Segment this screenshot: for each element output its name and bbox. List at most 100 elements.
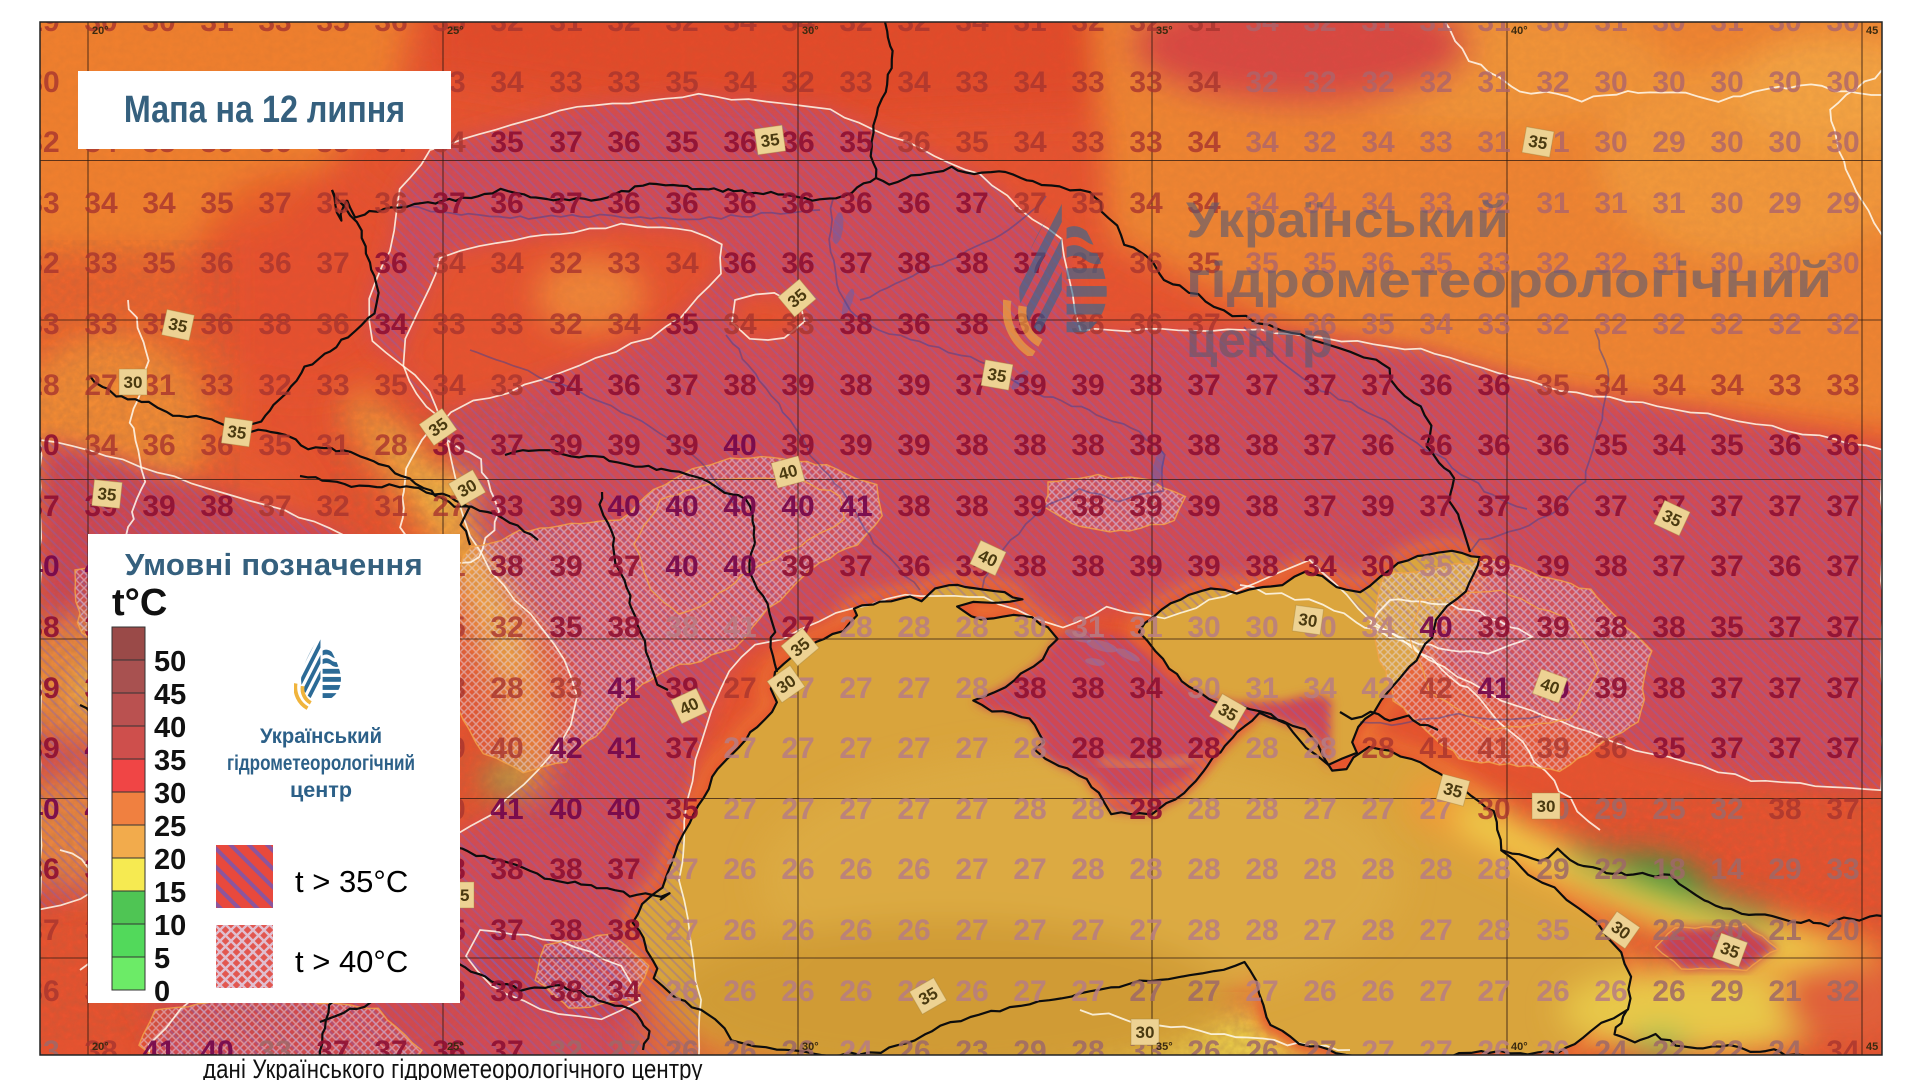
svg-text:31: 31 xyxy=(316,429,349,462)
svg-text:37: 37 xyxy=(1768,672,1801,705)
svg-text:32: 32 xyxy=(1071,5,1104,38)
svg-text:31: 31 xyxy=(549,5,582,38)
svg-text:37: 37 xyxy=(1594,490,1627,523)
svg-text:26: 26 xyxy=(781,975,814,1008)
svg-text:35: 35 xyxy=(1419,247,1452,280)
svg-text:32: 32 xyxy=(1419,66,1452,99)
svg-text:26: 26 xyxy=(1536,1035,1569,1068)
svg-text:32: 32 xyxy=(258,369,291,402)
svg-text:30: 30 xyxy=(26,429,59,462)
svg-text:31: 31 xyxy=(1245,672,1278,705)
svg-text:34: 34 xyxy=(1419,308,1453,341)
svg-text:33: 33 xyxy=(26,308,59,341)
svg-text:41: 41 xyxy=(607,732,640,765)
svg-text:38: 38 xyxy=(258,308,291,341)
svg-text:36: 36 xyxy=(1361,247,1394,280)
svg-text:31: 31 xyxy=(1477,126,1510,159)
svg-text:32: 32 xyxy=(1710,308,1743,341)
svg-text:27: 27 xyxy=(1129,975,1162,1008)
svg-text:27: 27 xyxy=(723,672,756,705)
svg-text:33: 33 xyxy=(955,66,988,99)
svg-text:36: 36 xyxy=(1536,490,1569,523)
svg-text:37: 37 xyxy=(1013,187,1046,220)
svg-text:25: 25 xyxy=(1652,793,1685,826)
svg-text:32: 32 xyxy=(1477,187,1510,220)
svg-text:38: 38 xyxy=(1071,672,1104,705)
svg-text:34: 34 xyxy=(607,975,641,1008)
svg-text:35: 35 xyxy=(374,369,407,402)
svg-text:34: 34 xyxy=(1361,611,1395,644)
svg-text:30: 30 xyxy=(1652,5,1685,38)
svg-text:37: 37 xyxy=(1710,490,1743,523)
svg-text:39: 39 xyxy=(26,672,59,705)
svg-text:32: 32 xyxy=(1129,5,1162,38)
svg-text:30: 30 xyxy=(1826,247,1859,280)
svg-text:40: 40 xyxy=(723,490,756,523)
svg-text:21: 21 xyxy=(1768,914,1801,947)
svg-text:37: 37 xyxy=(665,732,698,765)
svg-text:32: 32 xyxy=(1594,308,1627,341)
svg-text:35: 35 xyxy=(142,247,175,280)
svg-text:35: 35 xyxy=(1710,611,1743,644)
svg-text:35: 35 xyxy=(665,308,698,341)
svg-text:35: 35 xyxy=(986,364,1008,386)
svg-text:22: 22 xyxy=(1652,914,1685,947)
svg-text:40: 40 xyxy=(665,550,698,583)
svg-text:39: 39 xyxy=(549,429,582,462)
svg-text:38: 38 xyxy=(1768,793,1801,826)
svg-text:27: 27 xyxy=(839,793,872,826)
svg-text:33: 33 xyxy=(607,247,640,280)
svg-text:30: 30 xyxy=(1768,247,1801,280)
svg-text:40: 40 xyxy=(607,793,640,826)
svg-text:38: 38 xyxy=(1652,672,1685,705)
svg-text:22: 22 xyxy=(1710,1035,1743,1068)
svg-text:33: 33 xyxy=(84,247,117,280)
svg-text:36: 36 xyxy=(1245,308,1278,341)
svg-text:28: 28 xyxy=(1013,732,1046,765)
svg-text:31: 31 xyxy=(1710,5,1743,38)
svg-text:30: 30 xyxy=(1826,126,1859,159)
svg-text:38: 38 xyxy=(1594,550,1627,583)
svg-text:0: 0 xyxy=(154,976,170,1003)
svg-text:32: 32 xyxy=(490,5,523,38)
svg-text:38: 38 xyxy=(955,308,988,341)
svg-text:39: 39 xyxy=(1013,369,1046,402)
svg-text:27: 27 xyxy=(1419,914,1452,947)
svg-text:36: 36 xyxy=(200,247,233,280)
svg-text:32: 32 xyxy=(1303,66,1336,99)
svg-text:26: 26 xyxy=(1187,1035,1220,1068)
svg-text:37: 37 xyxy=(374,1035,407,1068)
svg-text:36: 36 xyxy=(1129,247,1162,280)
svg-text:30: 30 xyxy=(1594,66,1627,99)
svg-text:33: 33 xyxy=(549,672,582,705)
svg-text:37: 37 xyxy=(1768,732,1801,765)
svg-text:33: 33 xyxy=(432,308,465,341)
svg-text:30: 30 xyxy=(1710,247,1743,280)
svg-text:34: 34 xyxy=(607,308,641,341)
svg-text:33: 33 xyxy=(1419,126,1452,159)
svg-text:34: 34 xyxy=(1245,126,1279,159)
svg-text:35: 35 xyxy=(1536,914,1569,947)
svg-text:35: 35 xyxy=(1419,550,1452,583)
svg-text:35: 35 xyxy=(97,484,118,505)
svg-text:39: 39 xyxy=(1129,490,1162,523)
svg-text:27: 27 xyxy=(955,793,988,826)
svg-text:26: 26 xyxy=(1536,975,1569,1008)
svg-text:41: 41 xyxy=(142,1035,175,1068)
svg-text:34: 34 xyxy=(723,308,757,341)
svg-text:42: 42 xyxy=(1419,672,1452,705)
svg-text:37: 37 xyxy=(26,914,59,947)
svg-text:28: 28 xyxy=(955,611,988,644)
svg-text:21: 21 xyxy=(1768,975,1801,1008)
svg-text:35: 35 xyxy=(1441,779,1464,802)
svg-text:34: 34 xyxy=(142,187,176,220)
svg-text:28: 28 xyxy=(1477,914,1510,947)
svg-text:28: 28 xyxy=(1245,914,1278,947)
svg-text:39: 39 xyxy=(1594,672,1627,705)
svg-text:37: 37 xyxy=(1826,732,1859,765)
svg-text:34: 34 xyxy=(1826,1035,1860,1068)
svg-text:39: 39 xyxy=(1013,490,1046,523)
svg-text:31: 31 xyxy=(1652,187,1685,220)
svg-text:22: 22 xyxy=(1594,853,1627,886)
svg-text:32: 32 xyxy=(490,611,523,644)
